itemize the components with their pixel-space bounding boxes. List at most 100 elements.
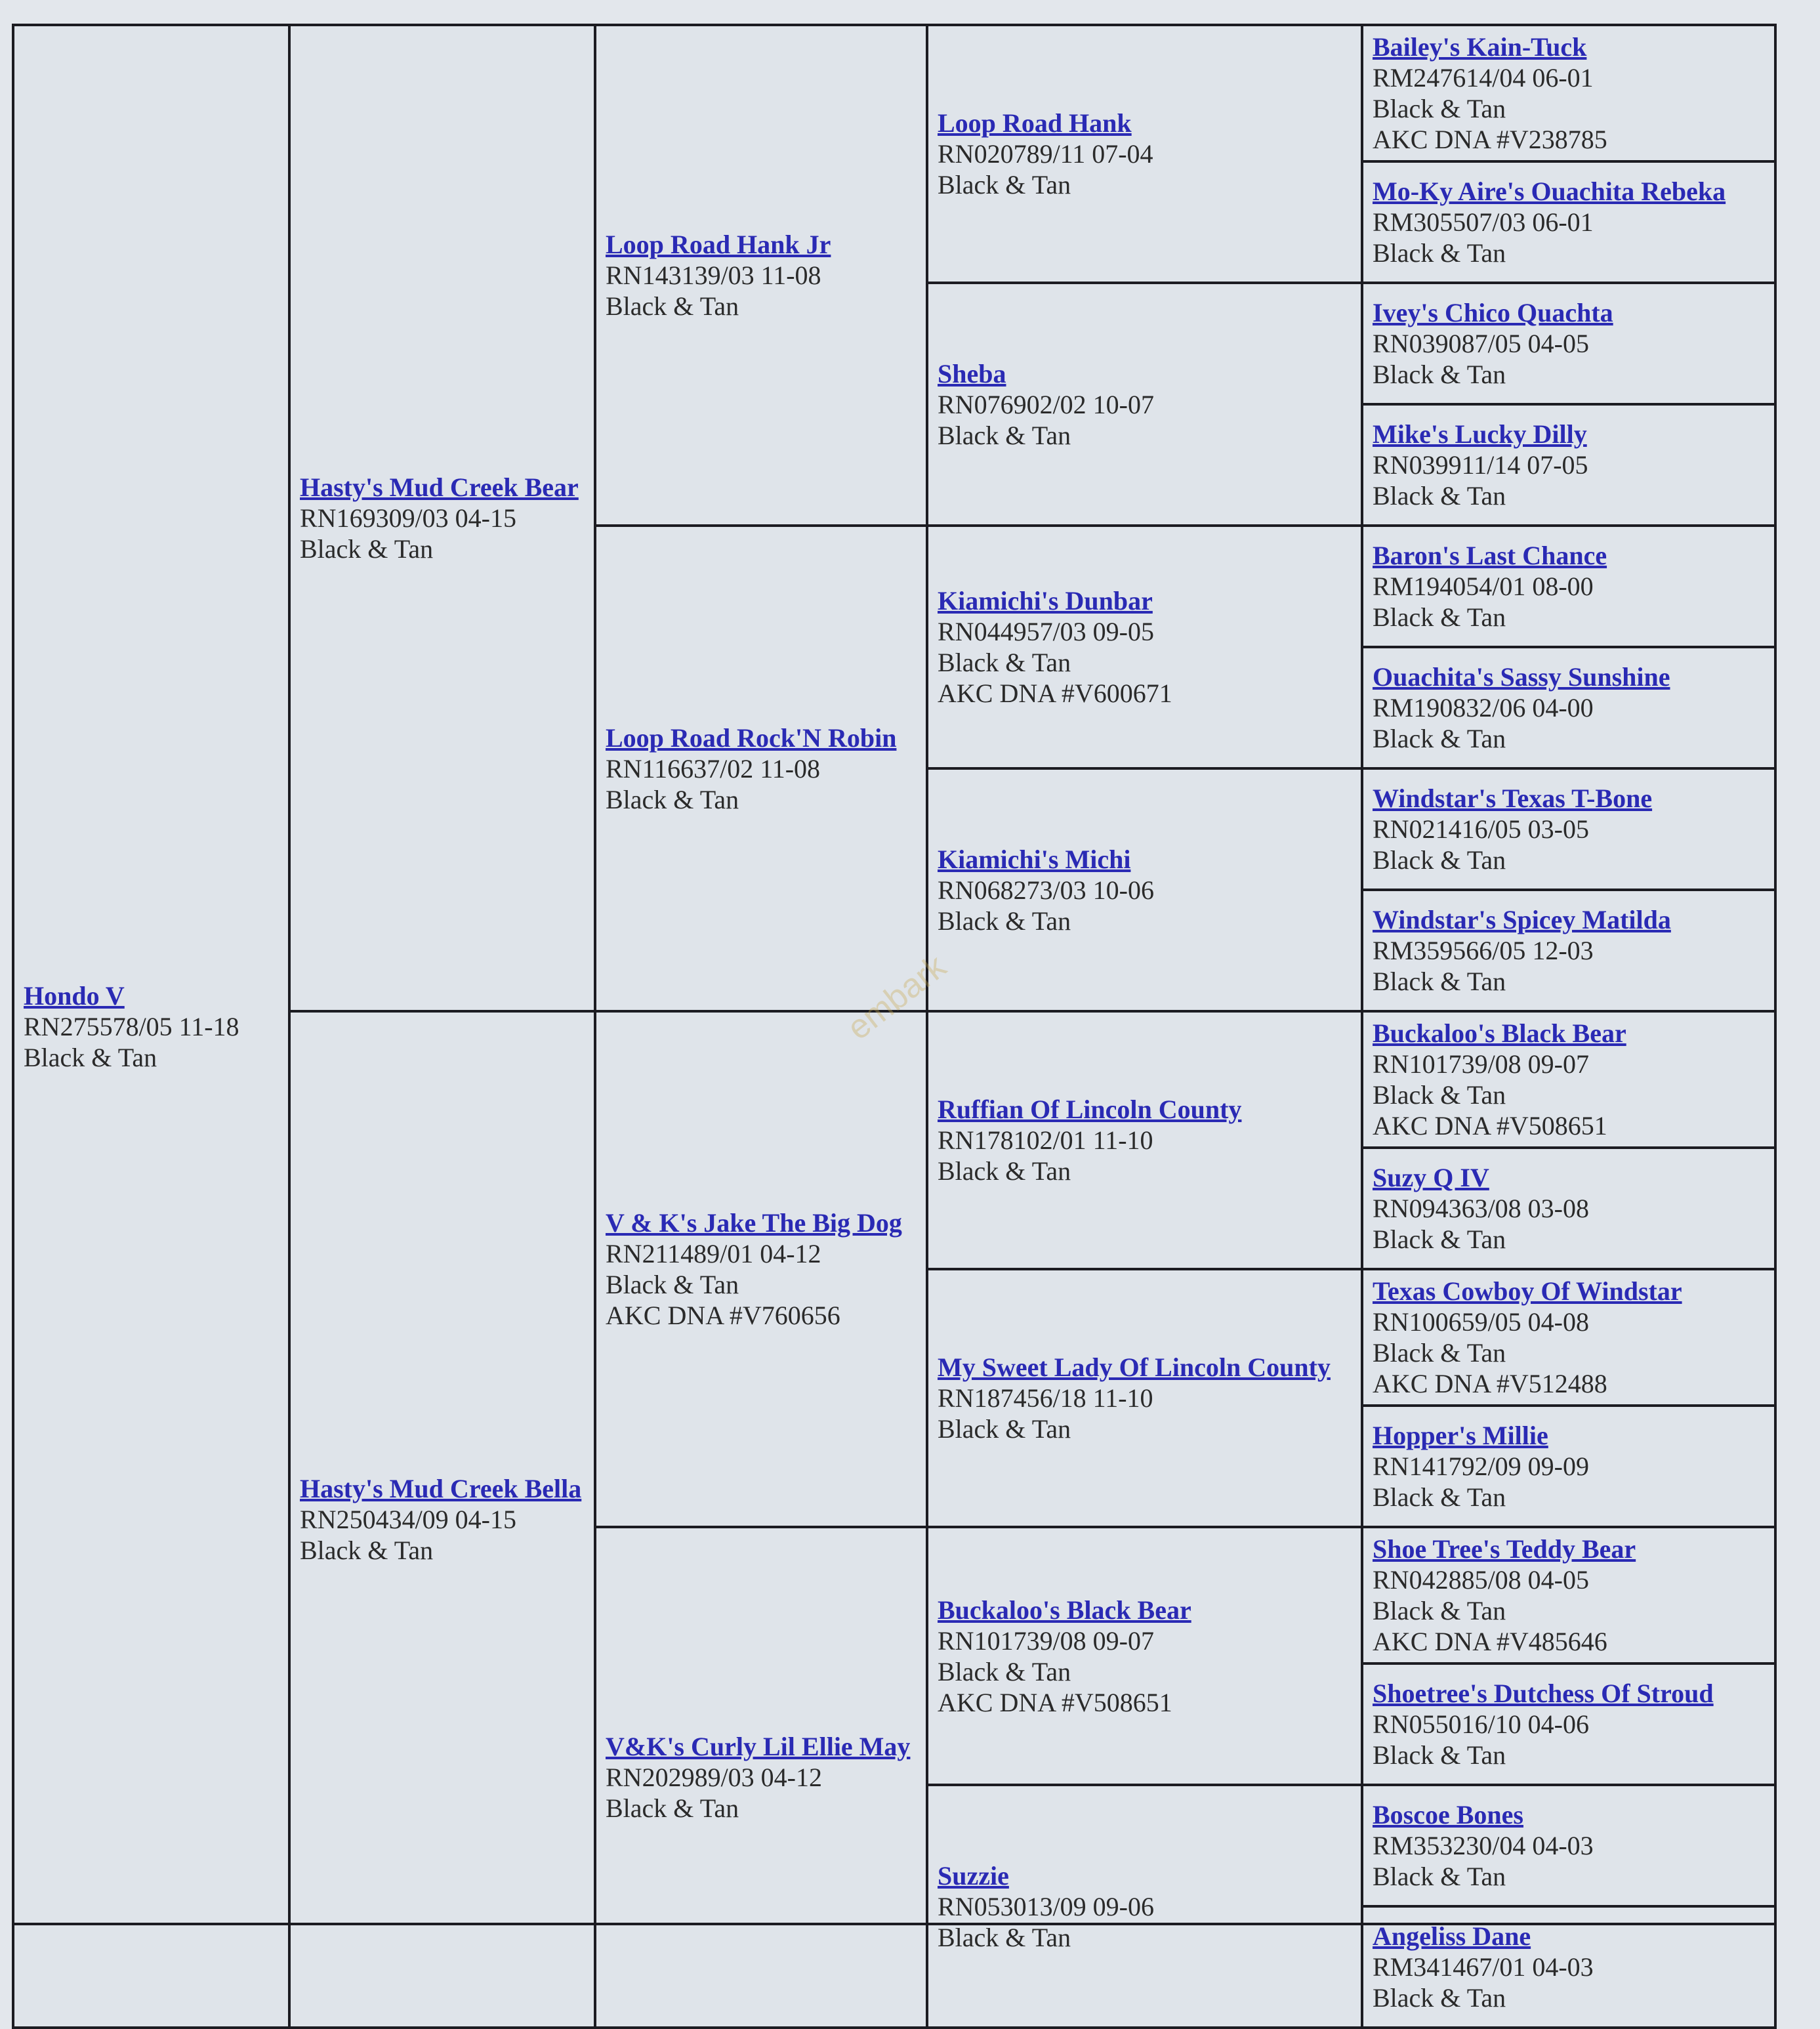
pedigree-cell-gen3: V & K's Jake The Big Dog RN211489/01 04-1… [594,1010,928,1528]
pedigree-row: Hasty's Mud Creek Bella RN250434/09 04-15… [13,1010,1777,2029]
coat-color: Black & Tan [606,1270,739,1299]
pedigree-cell-gen3: Loop Road Hank Jr RN143139/03 11-08 Black … [594,24,928,527]
registration-number: RN076902/02 10-07 [938,389,1154,419]
dog-name-link[interactable]: Buckaloo's Black Bear [1373,1018,1626,1048]
dna-number: AKC DNA #V760656 [606,1301,840,1330]
coat-color: Black & Tan [1373,1224,1506,1254]
pedigree-cell-gen4: Sheba RN076902/02 10-07 Black & Tan [926,282,1363,527]
dog-name-link[interactable]: Kiamichi's Dunbar [938,586,1153,616]
coat-color: Black & Tan [1373,238,1506,268]
dog-name-link[interactable]: V & K's Jake The Big Dog [606,1208,902,1238]
dog-name-link[interactable]: Ruffian Of Lincoln County [938,1095,1242,1124]
registration-number: RN042885/08 04-05 [1373,1565,1589,1595]
dog-name-link[interactable]: Sheba [938,358,1006,388]
dog-name-link[interactable]: Texas Cowboy Of Windstar [1373,1276,1682,1306]
dog-name-link[interactable]: Mo-Ky Aire's Ouachita Rebeka [1373,177,1726,206]
dog-name-link[interactable]: Hasty's Mud Creek Bear [300,472,579,502]
dog-name-link[interactable]: Ivey's Chico Quachta [1373,298,1613,327]
pedigree-row: Mike's Lucky Dilly RN039911/14 07-05 Black… [13,403,1777,527]
registration-number: RN116637/02 11-08 [606,753,821,784]
dog-name-link[interactable]: V&K's Curly Lil Ellie May [606,1732,911,1761]
pedigree-row: Hondo V RN275578/05 11-18 Black & Tan Hasty… [12,24,1777,2029]
pedigree-cell-gen3: V&K's Curly Lil Ellie May RN202989/03 04-… [594,1526,928,2029]
registration-number: RN141792/09 09-09 [1373,1452,1589,1481]
dog-name-link[interactable]: Hopper's Millie [1373,1421,1548,1450]
pedigree-row: Hopper's Millie RN141792/09 09-09 Black & … [13,1404,1777,1528]
pedigree-row: Loop Road Rock'N Robin RN116637/02 11-08 B… [13,524,1777,1013]
dna-number: AKC DNA #V485646 [1373,1627,1607,1656]
coat-color: Black & Tan [24,1042,157,1072]
pedigree-row: Windstar's Spicey Matilda RM359566/05 12-… [13,889,1777,1013]
registration-number: RN211489/01 04-12 [606,1239,821,1268]
coat-color: Black & Tan [938,1922,1071,1952]
pedigree-cell-gen4: Kiamichi's Michi RN068273/03 10-06 Black &… [926,767,1363,1013]
registration-number: RN094363/08 03-08 [1373,1194,1589,1223]
dog-name-link[interactable]: Hasty's Mud Creek Bella [300,1474,582,1503]
pedigree-cell-gen3: Loop Road Rock'N Robin RN116637/02 11-08 B… [594,524,928,1013]
registration-number: RN100659/05 04-08 [1373,1307,1589,1337]
coat-color: Black & Tan [1373,1983,1506,2013]
dog-name-link[interactable]: Shoe Tree's Teddy Bear [1373,1534,1636,1564]
coat-color: Black & Tan [938,648,1071,677]
pedigree-cell-gen5: Bailey's Kain-Tuck RM247614/04 06-01 Black… [1361,24,1777,163]
registration-number: RM194054/01 08-00 [1373,572,1594,601]
coat-color: Black & Tan [1373,1740,1506,1770]
pedigree-cell-gen5: Mike's Lucky Dilly RN039911/14 07-05 Black… [1361,403,1777,527]
dna-number: AKC DNA #V512488 [1373,1369,1607,1398]
pedigree-cell-gen5: Texas Cowboy Of Windstar RN100659/05 04-0… [1361,1268,1777,1407]
pedigree-cell-gen5: Boscoe Bones RM353230/04 04-03 Black & Tan [1361,1784,1777,1908]
coat-color: Black & Tan [606,1793,739,1823]
dog-name-link[interactable]: Loop Road Hank [938,108,1132,138]
dog-name-link[interactable]: Buckaloo's Black Bear [938,1595,1191,1625]
coat-color: Black & Tan [1373,967,1506,996]
registration-number: RN055016/10 04-06 [1373,1709,1589,1739]
registration-number: RM305507/03 06-01 [1373,207,1594,237]
pedigree-cell-gen1: Hondo V RN275578/05 11-18 Black & Tan [12,24,291,2029]
coat-color: Black & Tan [300,534,434,564]
coat-color: Black & Tan [1373,1482,1506,1512]
pedigree-cell-gen5: Shoe Tree's Teddy Bear RN042885/08 04-05 B… [1361,1526,1777,1665]
dog-name-link[interactable]: Suzzie [938,1860,1009,1891]
dog-name-link[interactable]: Baron's Last Chance [1373,541,1607,570]
registration-number: RN044957/03 09-05 [938,617,1154,646]
dog-name-link[interactable]: Hondo V [24,980,125,1011]
dog-name-link[interactable]: Loop Road Hank Jr [606,230,831,259]
coat-color: Black & Tan [606,784,739,814]
pedigree-cell-gen5: Ouachita's Sassy Sunshine RM190832/06 04-… [1361,646,1777,770]
registration-number: RN020789/11 07-04 [938,139,1153,169]
dog-name-link[interactable]: Suzy Q IV [1373,1163,1489,1192]
pedigree-row: Sheba RN076902/02 10-07 Black & Tan Ivey's … [13,282,1777,527]
dog-name-link[interactable]: Ouachita's Sassy Sunshine [1373,662,1670,692]
pedigree-row: Ouachita's Sassy Sunshine RM190832/06 04-… [13,646,1777,770]
pedigree-row: Kiamichi's Michi RN068273/03 10-06 Black &… [13,767,1777,1013]
dog-name-link[interactable]: Loop Road Rock'N Robin [606,722,897,753]
pedigree-cell-gen4: Suzzie RN053013/09 09-06 Black & Tan [926,1784,1363,2029]
registration-number: RN275578/05 11-18 [24,1011,239,1041]
registration-number: RN101739/08 09-07 [938,1625,1154,1656]
coat-color: Black & Tan [938,420,1071,450]
coat-color: Black & Tan [1373,1338,1506,1368]
dog-name-link[interactable]: Mike's Lucky Dilly [1373,419,1587,449]
pedigree-container: Hondo V RN275578/05 11-18 Black & Tan Hasty… [12,24,1777,2029]
pedigree-cell-gen5: Hopper's Millie RN141792/09 09-09 Black & … [1361,1404,1777,1528]
pedigree-row: Mo-Ky Aire's Ouachita Rebeka RM305507/03 … [13,160,1777,284]
dog-name-link[interactable]: My Sweet Lady Of Lincoln County [938,1352,1331,1382]
dog-name-link[interactable]: Boscoe Bones [1373,1800,1523,1830]
registration-number: RM359566/05 12-03 [1373,936,1594,965]
dog-name-link[interactable]: Shoetree's Dutchess Of Stroud [1373,1679,1714,1708]
coat-color: Black & Tan [1373,481,1506,511]
registration-number: RN143139/03 11-08 [606,261,821,290]
dog-name-link[interactable]: Windstar's Texas T-Bone [1373,784,1653,813]
dna-number: AKC DNA #V508651 [938,1687,1172,1717]
next-row-edge [12,1923,1774,1978]
pedigree-cell-gen5: Shoetree's Dutchess Of Stroud RN055016/10… [1361,1662,1777,1786]
pedigree-row: Shoetree's Dutchess Of Stroud RN055016/10… [13,1662,1777,1786]
dog-name-link[interactable]: Kiamichi's Michi [938,844,1131,874]
pedigree-cell-gen2: Hasty's Mud Creek Bear RN169309/03 04-15 B… [288,24,596,1013]
dog-name-link[interactable]: Windstar's Spicey Matilda [1373,905,1671,934]
registration-number: RN187456/18 11-10 [938,1383,1153,1413]
dna-number: AKC DNA #V508651 [1373,1111,1607,1140]
pedigree-cell-gen2: Hasty's Mud Creek Bella RN250434/09 04-15… [288,1010,596,2029]
dog-name-link[interactable]: Bailey's Kain-Tuck [1373,32,1587,62]
dog-name-link[interactable]: Angeliss Dane [1373,1921,1531,1951]
